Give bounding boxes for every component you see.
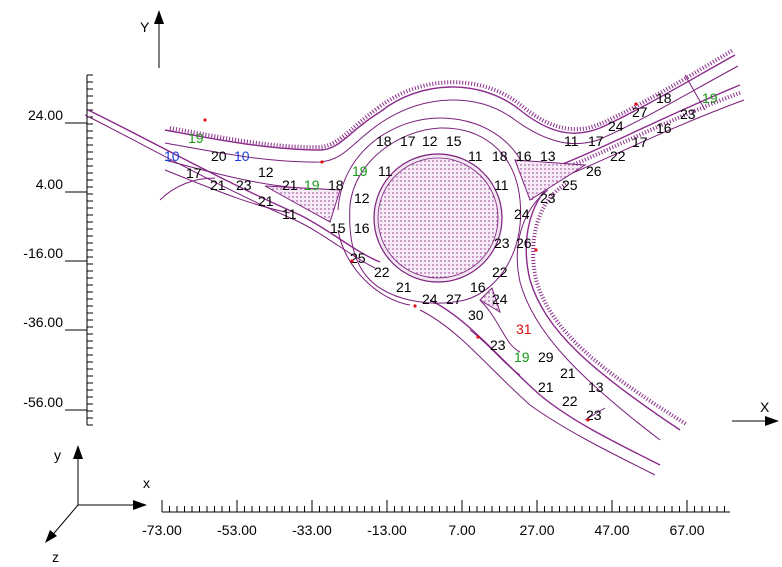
segment-label: 24	[608, 118, 624, 134]
y-tick-label: -16.00	[23, 245, 63, 261]
x-tick-label: 27.00	[519, 522, 554, 538]
triad-z-label: z	[52, 549, 59, 565]
segment-label: 23	[236, 177, 252, 193]
y-tick-label: -56.00	[23, 394, 63, 410]
marker-point	[634, 102, 638, 106]
segment-label: 21	[396, 279, 412, 295]
marker-point	[586, 418, 590, 422]
marker-point	[320, 160, 324, 164]
segment-label: 20	[211, 148, 227, 164]
segment-label: 24	[422, 291, 438, 307]
segment-label: 19	[514, 349, 530, 365]
segment-label: 11	[564, 133, 579, 149]
segment-label: 15	[446, 133, 462, 149]
segment-label: 24	[514, 206, 530, 222]
segment-label: 11	[494, 177, 509, 193]
marker-point	[350, 259, 354, 263]
segment-label: 11	[282, 206, 297, 222]
segment-label: 18	[656, 90, 672, 106]
segment-label: 27	[446, 291, 462, 307]
segment-label: 13	[540, 148, 556, 164]
segment-label: 26	[586, 163, 602, 179]
x-tick-label: -73.00	[142, 522, 182, 538]
segment-label: 17	[186, 165, 202, 181]
marker-point	[534, 248, 538, 252]
segment-labels: 19 10 20 10 17 21 23 12 21 19 18 21 11 12 15 16 19 11 18 17…	[164, 90, 718, 423]
x-tick-label: 7.00	[448, 522, 475, 538]
triad-x-label: x	[143, 475, 150, 491]
segment-label: 10	[234, 148, 250, 164]
segment-label: 21	[210, 177, 226, 193]
segment-label: 11	[378, 163, 393, 179]
segment-label: 24	[492, 291, 508, 307]
segment-label: 16	[656, 120, 672, 136]
x-axis: -73.00 -53.00 -33.00 -13.00 7.00 27.00 47.00 67…	[142, 500, 730, 538]
y-axis-title: Y	[140, 19, 150, 35]
segment-label: 19	[188, 130, 204, 146]
segment-label: 26	[516, 235, 532, 251]
segment-label: 31	[516, 321, 532, 337]
segment-label: 17	[632, 134, 648, 150]
segment-label: 22	[492, 264, 508, 280]
segment-label: 19	[702, 90, 718, 106]
segment-label: 22	[610, 148, 626, 164]
segment-label: 18	[376, 133, 392, 149]
segment-label: 23	[494, 235, 510, 251]
road-network	[84, 48, 745, 476]
segment-label: 30	[468, 307, 484, 323]
segment-label: 19	[304, 177, 320, 193]
segment-label: 18	[492, 148, 508, 164]
y-tick-label: 24.00	[28, 107, 63, 123]
segment-label: 25	[562, 177, 578, 193]
segment-label: 27	[632, 104, 648, 120]
x-tick-label: 67.00	[669, 522, 704, 538]
segment-label: 22	[374, 264, 390, 280]
segment-label: 21	[538, 379, 554, 395]
segment-label: 12	[422, 133, 438, 149]
segment-label: 12	[258, 164, 274, 180]
segment-label: 21	[560, 365, 576, 381]
y-tick-label: -36.00	[23, 314, 63, 330]
x-axis-title: X	[760, 399, 770, 415]
segment-label: 23	[540, 190, 556, 206]
marker-point	[203, 118, 207, 122]
segment-label: 18	[328, 177, 344, 193]
x-axis-arrow: X	[732, 399, 779, 426]
segment-label: 11	[468, 148, 483, 164]
x-tick-label: 47.00	[594, 522, 629, 538]
x-tick-label: -53.00	[217, 522, 257, 538]
triad-y-label: y	[54, 447, 61, 463]
segment-label: 10	[164, 148, 180, 164]
segment-label: 17	[400, 133, 416, 149]
segment-label: 23	[490, 337, 506, 353]
axis-triad: y x z	[45, 445, 150, 565]
segment-label: 13	[588, 379, 604, 395]
segment-label: 29	[538, 349, 554, 365]
segment-label: 16	[354, 220, 370, 236]
segment-label: 16	[470, 279, 486, 295]
segment-label: 21	[258, 193, 274, 209]
x-tick-label: -33.00	[292, 522, 332, 538]
marker-point	[476, 335, 480, 339]
segment-label: 12	[354, 190, 370, 206]
segment-label: 19	[352, 163, 368, 179]
segment-label: 23	[586, 407, 602, 423]
segment-label: 22	[562, 393, 578, 409]
segment-label: 23	[680, 106, 696, 122]
segment-label: 16	[516, 148, 532, 164]
segment-label: 21	[282, 177, 298, 193]
x-tick-label: -13.00	[367, 522, 407, 538]
segment-label: 17	[588, 133, 604, 149]
segment-label: 15	[330, 220, 346, 236]
marker-point	[413, 304, 417, 308]
y-tick-label: 4.00	[36, 176, 63, 192]
y-axis: Y 24.00 4.00 -16.00 -36.00 -56.00	[23, 10, 164, 426]
segment-label: 25	[350, 250, 366, 266]
